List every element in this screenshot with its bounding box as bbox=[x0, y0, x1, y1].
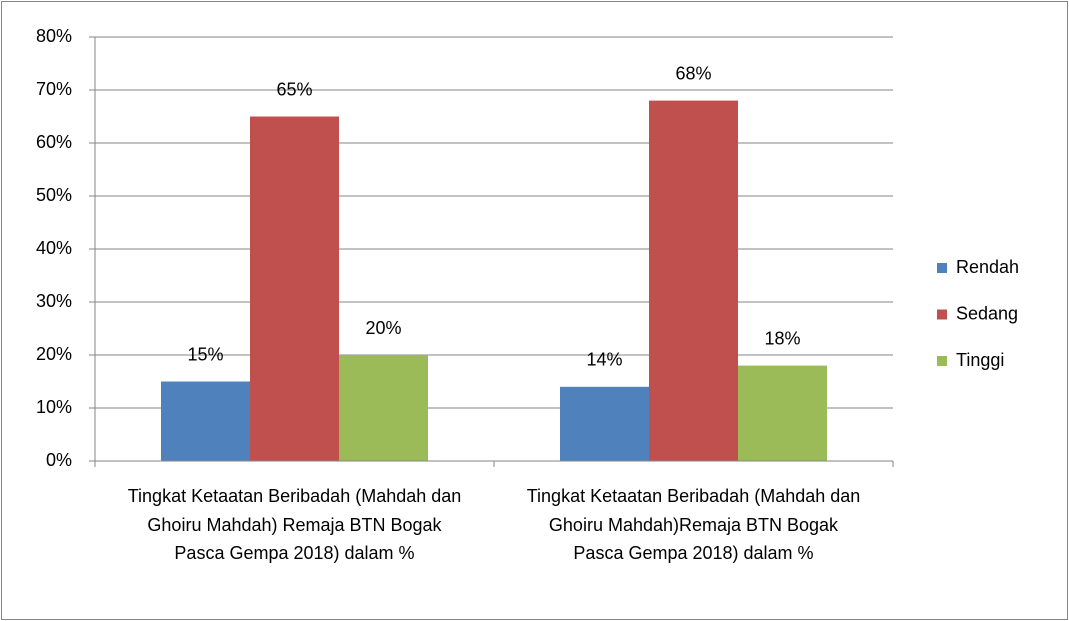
bar bbox=[250, 116, 339, 461]
y-tick-label: 0% bbox=[46, 450, 72, 470]
legend-label: Sedang bbox=[956, 303, 1018, 323]
legend-label: Rendah bbox=[956, 257, 1019, 277]
x-tick-label: Tingkat Ketaatan Beribadah (Mahdah dan G… bbox=[127, 486, 462, 563]
data-label: 15% bbox=[187, 344, 223, 364]
y-tick-label: 60% bbox=[36, 132, 72, 152]
y-tick-label: 80% bbox=[36, 26, 72, 46]
bar bbox=[649, 100, 738, 461]
y-tick-label: 70% bbox=[36, 79, 72, 99]
x-tick-label: Tingkat Ketaatan Beribadah (Mahdah dan G… bbox=[526, 486, 861, 563]
bar bbox=[560, 386, 649, 461]
data-label: 14% bbox=[586, 350, 622, 370]
y-tick-label: 10% bbox=[36, 397, 72, 417]
bar bbox=[738, 365, 827, 461]
data-label: 20% bbox=[365, 318, 401, 338]
y-tick-label: 20% bbox=[36, 344, 72, 364]
y-tick-label: 30% bbox=[36, 291, 72, 311]
bar bbox=[339, 355, 428, 461]
data-label: 18% bbox=[764, 328, 800, 348]
y-tick-label: 50% bbox=[36, 185, 72, 205]
legend-swatch bbox=[937, 263, 947, 273]
bar bbox=[161, 381, 250, 461]
y-tick-label: 40% bbox=[36, 238, 72, 258]
data-label: 65% bbox=[276, 79, 312, 99]
data-label: 68% bbox=[675, 63, 711, 83]
legend-swatch bbox=[937, 356, 947, 366]
legend-label: Tinggi bbox=[956, 350, 1004, 370]
legend-swatch bbox=[937, 309, 947, 320]
